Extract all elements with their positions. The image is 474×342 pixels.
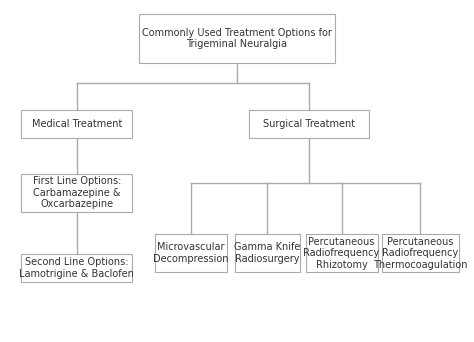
FancyBboxPatch shape — [235, 234, 300, 272]
Text: Microvascular
Decompression: Microvascular Decompression — [153, 242, 228, 264]
Text: Percutaneous
Radiofrequency
Thermocoagulation: Percutaneous Radiofrequency Thermocoagul… — [373, 237, 468, 270]
Text: Gamma Knife
Radiosurgery: Gamma Knife Radiosurgery — [234, 242, 301, 264]
Text: Second Line Options:
Lamotrigine & Baclofen: Second Line Options: Lamotrigine & Baclo… — [19, 258, 134, 279]
FancyBboxPatch shape — [155, 234, 227, 272]
FancyBboxPatch shape — [21, 254, 132, 282]
FancyBboxPatch shape — [139, 14, 335, 63]
FancyBboxPatch shape — [21, 110, 132, 138]
Text: First Line Options:
Carbamazepine &
Oxcarbazepine: First Line Options: Carbamazepine & Oxca… — [33, 176, 121, 209]
FancyBboxPatch shape — [382, 234, 459, 272]
FancyBboxPatch shape — [248, 110, 369, 138]
Text: Percutaneous
Radiofrequency
Rhizotomy: Percutaneous Radiofrequency Rhizotomy — [303, 237, 380, 270]
Text: Surgical Treatment: Surgical Treatment — [263, 119, 355, 129]
FancyBboxPatch shape — [21, 173, 132, 212]
FancyBboxPatch shape — [306, 234, 377, 272]
Text: Commonly Used Treatment Options for
Trigeminal Neuralgia: Commonly Used Treatment Options for Trig… — [142, 28, 332, 49]
Text: Medical Treatment: Medical Treatment — [32, 119, 122, 129]
